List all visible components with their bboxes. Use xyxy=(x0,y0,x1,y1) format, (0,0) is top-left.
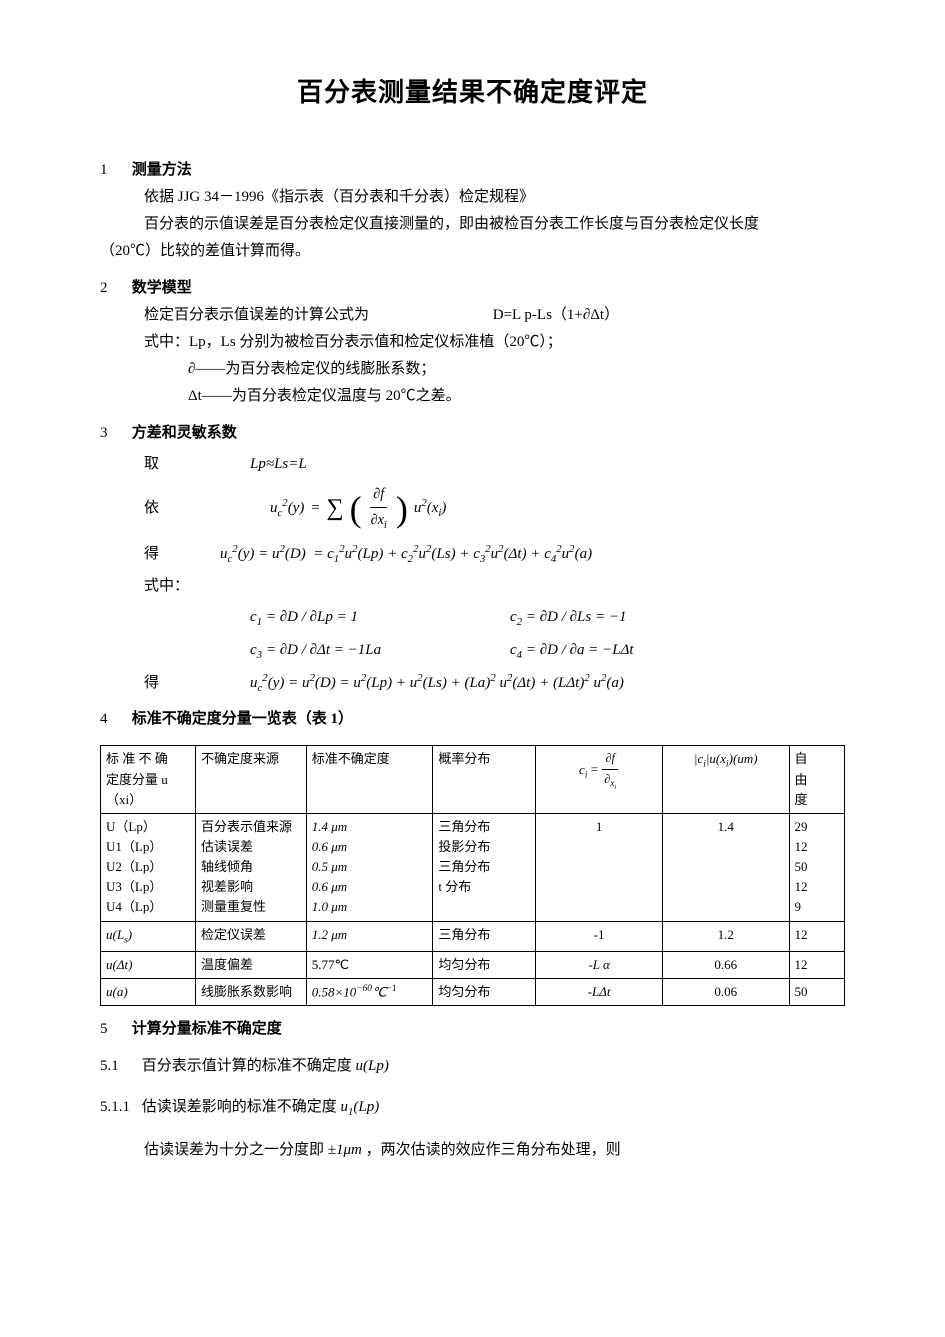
section-5-label: 计算分量标准不确定度 xyxy=(132,1021,282,1037)
section-4-num: 4 xyxy=(100,706,128,733)
s5-1-num: 5.1 xyxy=(100,1053,138,1080)
eq-c3c4: c3 = ∂D / ∂Δt = −1La c4 = ∂D / ∂a = −LΔt xyxy=(100,637,845,665)
s2-formula: D=L p-Ls（1+∂Δt） xyxy=(373,302,619,329)
section-2-label: 数学模型 xyxy=(132,280,192,296)
page-title: 百分表测量结果不确定度评定 xyxy=(100,70,845,117)
s5-body-sym: ±1μm xyxy=(328,1142,362,1158)
eq-de-label: 得 xyxy=(100,541,220,568)
s5-body-post: ，两次估读的效应作三角分布处理，则 xyxy=(366,1142,621,1158)
eq-where-label-text: 式中： xyxy=(100,573,220,600)
eq-de2-label: 得 xyxy=(100,670,220,697)
r2c3: 1.2 μm xyxy=(306,921,433,951)
s1-line-c: （20℃）比较的差值计算而得。 xyxy=(100,238,845,265)
eq-take-rhs: Lp≈Ls=L xyxy=(220,451,307,478)
section-5-num: 5 xyxy=(100,1016,128,1043)
r3c3: 5.77℃ xyxy=(306,951,433,978)
r3c7: 12 xyxy=(789,951,844,978)
r1c7: 29 12 50 12 9 xyxy=(789,813,844,921)
s1-line-b: 百分表的示值误差是百分表检定仪直接测量的，即由被检百分表工作长度与百分表检定仪长… xyxy=(100,211,845,238)
r2c7: 12 xyxy=(789,921,844,951)
s5-1-1: 5.1.1 估读误差影响的标准不确定度 u1(Lp) xyxy=(100,1094,845,1122)
r1c4: 三角分布 投影分布 三角分布 t 分布 xyxy=(433,813,536,921)
th-4: 概率分布 xyxy=(433,746,536,813)
th-3: 标准不确定度 xyxy=(306,746,433,813)
eq-take-label: 取 xyxy=(100,451,220,478)
r2c5: -1 xyxy=(536,921,663,951)
s5-1-1-sym: u1(Lp) xyxy=(341,1099,380,1115)
s2-line-a-text: 检定百分表示值误差的计算公式为 xyxy=(100,302,369,329)
s5-body-pre: 估读误差为十分之一分度即 xyxy=(144,1142,324,1158)
r4c1: u(a) xyxy=(101,978,196,1005)
table-row: u(Ls) 检定仪误差 1.2 μm 三角分布 -1 1.2 12 xyxy=(101,921,845,951)
eq-de2: 得 uc2(y) = u2(D) = u2(Lp) + u2(Ls) + (La… xyxy=(100,669,845,698)
s5-1: 5.1 百分表示值计算的标准不确定度 u(Lp) xyxy=(100,1053,845,1080)
r2c1: u(Ls) xyxy=(101,921,196,951)
s5-1-1-num: 5.1.1 xyxy=(100,1094,138,1121)
r4c7: 50 xyxy=(789,978,844,1005)
r3c6: 0.66 xyxy=(662,951,789,978)
s5-1-sym: u(Lp) xyxy=(356,1058,389,1074)
eq-yi-rhs: uc2(y) = ∑ ( ∂f∂xi ) u2(xi) xyxy=(220,482,446,536)
s1-line-a: 依据 JJG 34－1996《指示表（百分表和千分表）检定规程》 xyxy=(100,184,845,211)
r2c6: 1.2 xyxy=(662,921,789,951)
r2c2: 检定仪误差 xyxy=(195,921,306,951)
r4c5: -LΔt xyxy=(536,978,663,1005)
r1c6: 1.4 xyxy=(662,813,789,921)
s5-1-text: 百分表示值计算的标准不确定度 xyxy=(142,1058,352,1074)
r3c4: 均匀分布 xyxy=(433,951,536,978)
table-row: u(a) 线膨胀系数影响 0.58×10−60℃−1 均匀分布 -LΔt 0.0… xyxy=(101,978,845,1005)
th-5: ci = ∂f∂xi xyxy=(536,746,663,813)
th-7: 自 由 度 xyxy=(789,746,844,813)
r4c3: 0.58×10−60℃−1 xyxy=(306,978,433,1005)
eq-take: 取 Lp≈Ls=L xyxy=(100,451,845,478)
r4c2: 线膨胀系数影响 xyxy=(195,978,306,1005)
table-header-row: 标 准 不 确 定度分量 u （xi） 不确定度来源 标准不确定度 概率分布 c… xyxy=(101,746,845,813)
eq-yi-label: 依 xyxy=(100,495,220,522)
section-5-heading: 5 计算分量标准不确定度 xyxy=(100,1016,845,1043)
section-1-label: 测量方法 xyxy=(132,162,192,178)
eq-where-label: 式中： xyxy=(100,573,845,600)
section-4-heading: 4 标准不确定度分量一览表（表 1） xyxy=(100,706,845,733)
section-2-heading: 2 数学模型 xyxy=(100,275,845,302)
th-1: 标 准 不 确 定度分量 u （xi） xyxy=(101,746,196,813)
section-3-num: 3 xyxy=(100,420,128,447)
r3c5: -L α xyxy=(536,951,663,978)
section-4-label: 标准不确定度分量一览表（表 1） xyxy=(132,711,353,727)
section-3-label: 方差和灵敏系数 xyxy=(132,425,237,441)
th-6: |ci|u(xi)(um) xyxy=(662,746,789,813)
r4c4: 均匀分布 xyxy=(433,978,536,1005)
section-1-num: 1 xyxy=(100,157,128,184)
th-2: 不确定度来源 xyxy=(195,746,306,813)
eq-yi: 依 uc2(y) = ∑ ( ∂f∂xi ) u2(xi) xyxy=(100,482,845,536)
r3c1: u(Δt) xyxy=(101,951,196,978)
s5-1-1-text: 估读误差影响的标准不确定度 xyxy=(142,1099,337,1115)
section-2-num: 2 xyxy=(100,275,128,302)
uncertainty-table: 标 准 不 确 定度分量 u （xi） 不确定度来源 标准不确定度 概率分布 c… xyxy=(100,745,845,1006)
section-1-heading: 1 测量方法 xyxy=(100,157,845,184)
r3c2: 温度偏差 xyxy=(195,951,306,978)
eq-de-rhs: uc2(y) = u2(D) = c12u2(Lp) + c22u2(Ls) +… xyxy=(220,540,592,569)
eq-final: uc2(y) = u2(D) = u2(Lp) + u2(Ls) + (La)2… xyxy=(220,669,624,698)
r1c1: U（Lp） U1（Lp） U2（Lp） U3（Lp） U4（Lp） xyxy=(101,813,196,921)
s2-line-c: ∂——为百分表检定仪的线膨胀系数； xyxy=(100,356,845,383)
s5-1-1-body: 估读误差为十分之一分度即 ±1μm ，两次估读的效应作三角分布处理，则 xyxy=(100,1137,845,1164)
s2-line-a: 检定百分表示值误差的计算公式为 D=L p-Ls（1+∂Δt） xyxy=(100,302,845,329)
table-row: u(Δt) 温度偏差 5.77℃ 均匀分布 -L α 0.66 12 xyxy=(101,951,845,978)
r1c5: 1 xyxy=(536,813,663,921)
r4c6: 0.06 xyxy=(662,978,789,1005)
eq-de: 得 uc2(y) = u2(D) = c12u2(Lp) + c22u2(Ls)… xyxy=(100,540,845,569)
r1c3: 1.4 μm 0.6 μm 0.5 μm 0.6 μm 1.0 μm xyxy=(306,813,433,921)
r2c4: 三角分布 xyxy=(433,921,536,951)
s2-line-d: Δt——为百分表检定仪温度与 20℃之差。 xyxy=(100,383,845,410)
eq-c1c2: c1 = ∂D / ∂Lp = 1 c2 = ∂D / ∂Ls = −1 xyxy=(100,604,845,632)
r1c2: 百分表示值来源 估读误差 轴线倾角 视差影响 测量重复性 xyxy=(195,813,306,921)
s2-line-b: 式中：Lp，Ls 分别为被检百分表示值和检定仪标准植（20℃）； xyxy=(100,329,845,356)
section-3-heading: 3 方差和灵敏系数 xyxy=(100,420,845,447)
table-row: U（Lp） U1（Lp） U2（Lp） U3（Lp） U4（Lp） 百分表示值来… xyxy=(101,813,845,921)
